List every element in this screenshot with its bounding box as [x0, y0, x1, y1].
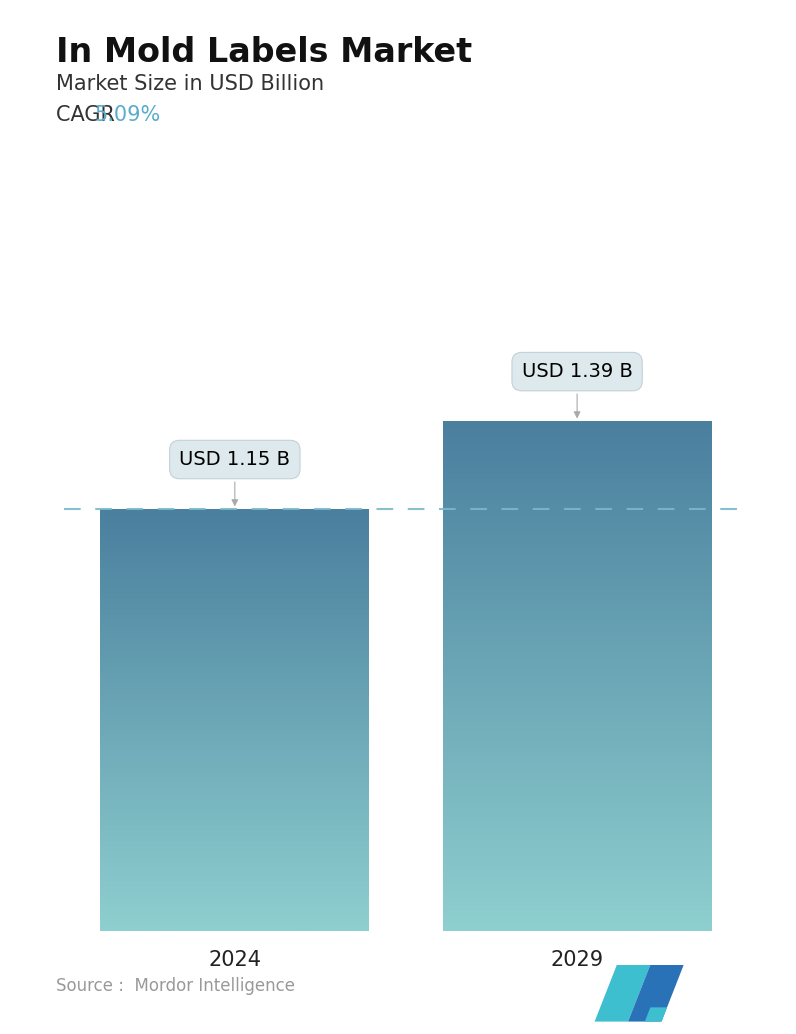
Text: USD 1.15 B: USD 1.15 B	[179, 450, 291, 506]
Polygon shape	[628, 965, 684, 1022]
Polygon shape	[595, 965, 650, 1022]
Text: 5.09%: 5.09%	[94, 105, 160, 125]
Text: Market Size in USD Billion: Market Size in USD Billion	[56, 74, 324, 94]
Text: Source :  Mordor Intelligence: Source : Mordor Intelligence	[56, 977, 295, 995]
Text: USD 1.39 B: USD 1.39 B	[521, 362, 633, 418]
Polygon shape	[645, 1007, 667, 1022]
Text: CAGR: CAGR	[56, 105, 121, 125]
Text: In Mold Labels Market: In Mold Labels Market	[56, 36, 472, 69]
